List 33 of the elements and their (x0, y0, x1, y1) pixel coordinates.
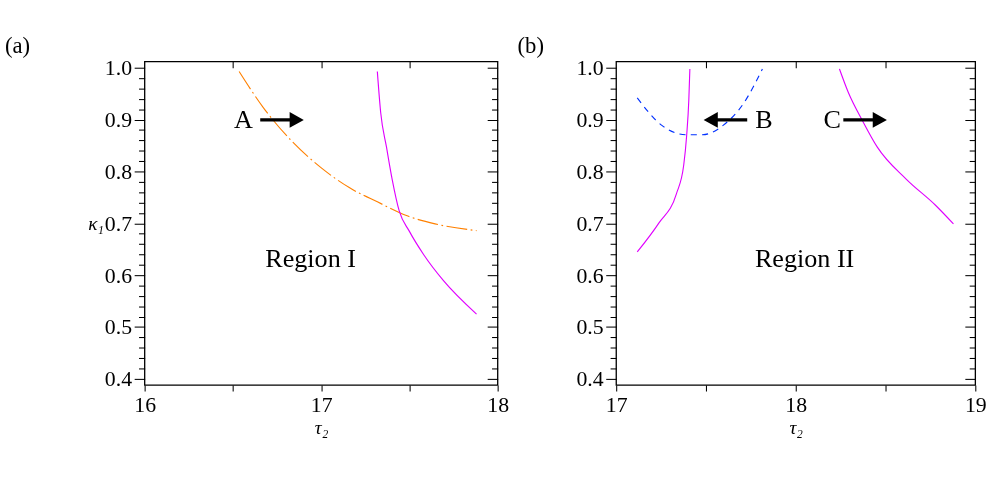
annotation: B (755, 104, 773, 134)
x-tick-label: 16 (134, 392, 157, 417)
y-tick-label: 0.8 (576, 159, 604, 184)
line-series (636, 68, 691, 253)
line-series (838, 68, 955, 225)
y-tick-label: 1.0 (104, 56, 133, 81)
y-tick-label: 0.4 (576, 367, 604, 392)
x-tick-label: 18 (487, 392, 510, 417)
chart-title: (a) (4, 33, 31, 59)
y-tick-label: 0.7 (576, 211, 604, 236)
y-tick-label: 0.4 (104, 367, 133, 392)
x-axis-title: τ₂ (314, 417, 329, 439)
annotation: C (823, 104, 841, 134)
x-tick-label: 19 (964, 392, 987, 417)
y-axis-title: κ₁ (88, 212, 105, 234)
x-tick-label: 17 (605, 392, 628, 417)
y-tick-label: 0.8 (104, 159, 133, 184)
annotation: Region I (265, 244, 356, 274)
annotation: Region II (754, 244, 855, 274)
chart-title: (b) (517, 33, 544, 59)
y-tick-label: 0.5 (576, 315, 604, 340)
y-tick-label: 0.6 (104, 263, 133, 288)
y-tick-label: 0.6 (576, 263, 604, 288)
y-tick-label: 1.0 (576, 56, 604, 81)
y-tick-label: 0.9 (104, 108, 133, 133)
x-tick-label: 18 (785, 392, 808, 417)
x-axis-title: τ₂ (789, 417, 804, 439)
y-tick-label: 0.9 (576, 108, 604, 133)
y-tick-label: 0.7 (104, 211, 133, 236)
annotation: A (234, 104, 254, 134)
x-tick-label: 17 (310, 392, 333, 417)
y-tick-label: 0.5 (104, 315, 133, 340)
line-series (376, 70, 478, 315)
